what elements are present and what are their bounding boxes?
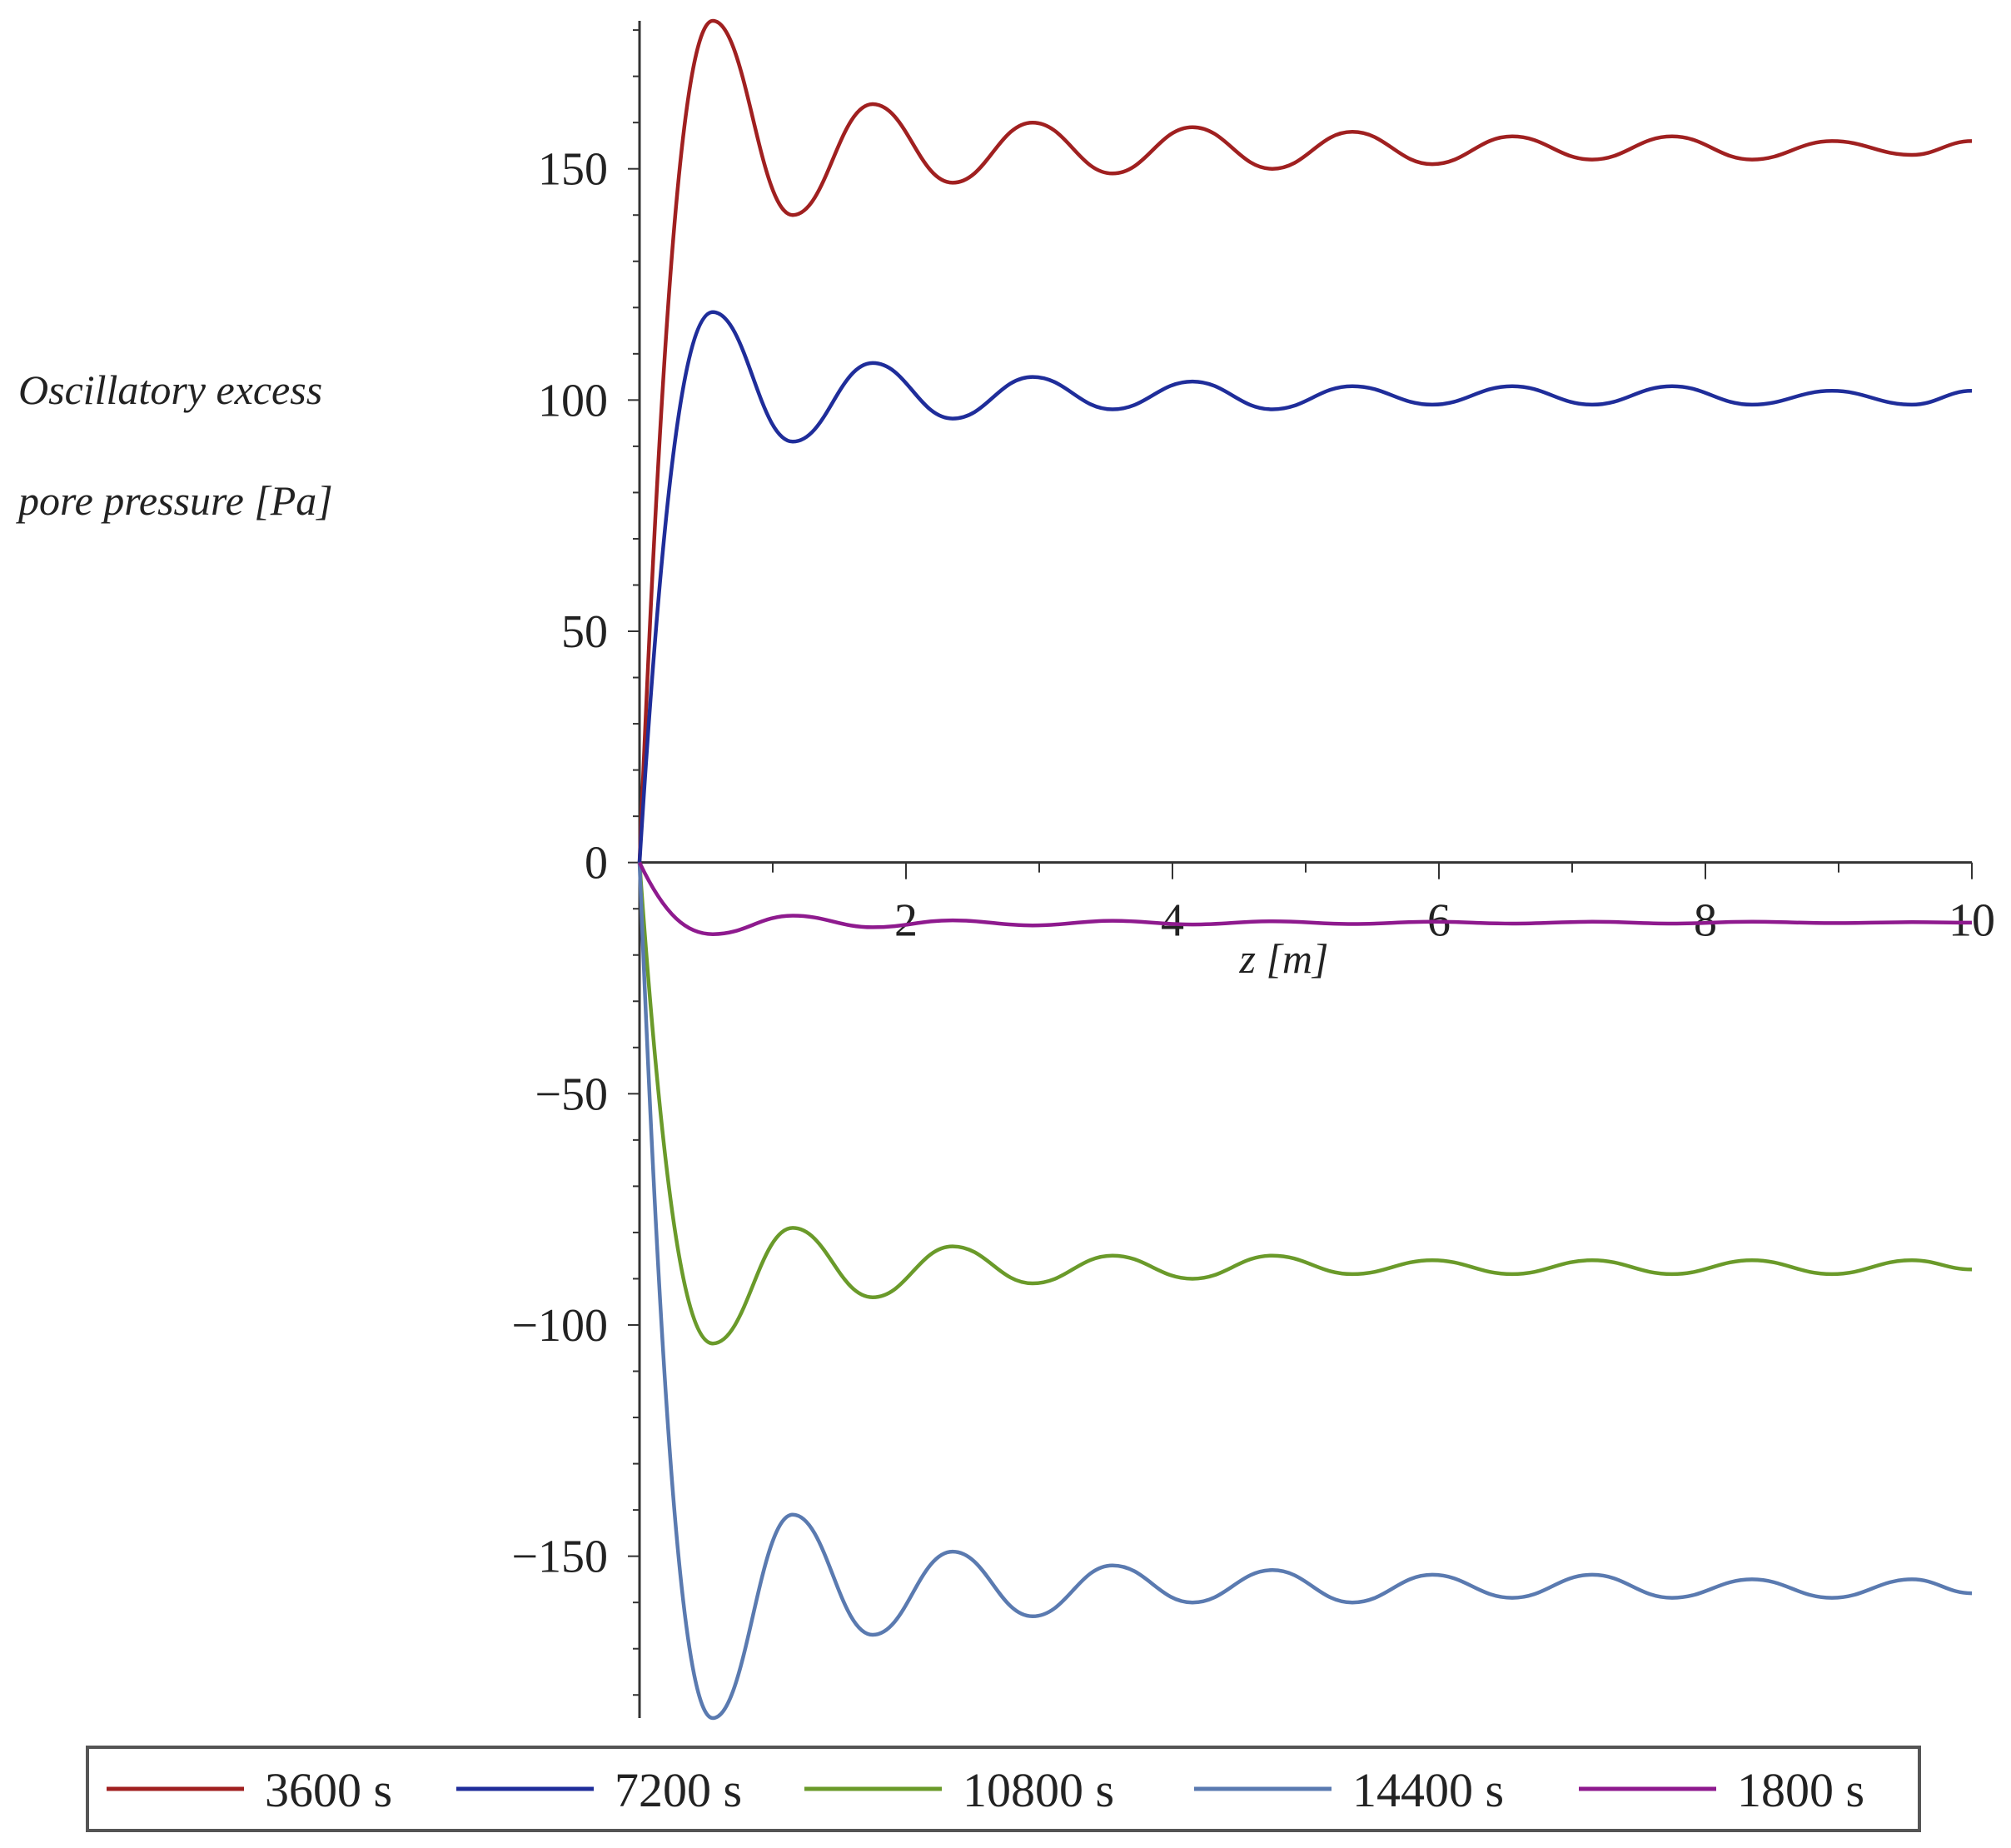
legend-label: 3600 s xyxy=(265,1763,392,1817)
y-tick-label: 50 xyxy=(561,606,608,658)
series-line xyxy=(637,862,1973,1721)
y-axis-title-line-1: Oscillatory excess xyxy=(18,366,322,413)
y-tick-label: −100 xyxy=(511,1300,608,1352)
y-tick-label: −150 xyxy=(511,1532,608,1583)
series-line xyxy=(637,861,1973,936)
series-line xyxy=(637,310,1973,863)
y-axis-title-line-2: pore pressure [Pa] xyxy=(16,477,333,524)
x-tick-label: 2 xyxy=(894,895,918,947)
legend-label: 10800 s xyxy=(963,1763,1114,1817)
series-lines xyxy=(637,18,1973,1721)
series-line xyxy=(637,862,1973,1346)
y-tick-label: −50 xyxy=(535,1068,608,1120)
x-axis-title: z [m] xyxy=(1239,935,1329,982)
x-tick-label: 4 xyxy=(1161,895,1184,947)
series-line xyxy=(637,18,1973,863)
legend-label: 7200 s xyxy=(615,1763,742,1817)
y-tick-label: 0 xyxy=(585,838,608,889)
y-tick-label: 100 xyxy=(538,375,608,426)
legend-label: 14400 s xyxy=(1352,1763,1504,1817)
legend-label: 1800 s xyxy=(1737,1763,1864,1817)
y-tick-label: 150 xyxy=(538,144,608,196)
legend: 3600 s 7200 s 10800 s 14400 s 1800 s xyxy=(86,1746,1921,1832)
y-axis-title: Oscillatory excess pore pressure [Pa] xyxy=(16,366,333,524)
